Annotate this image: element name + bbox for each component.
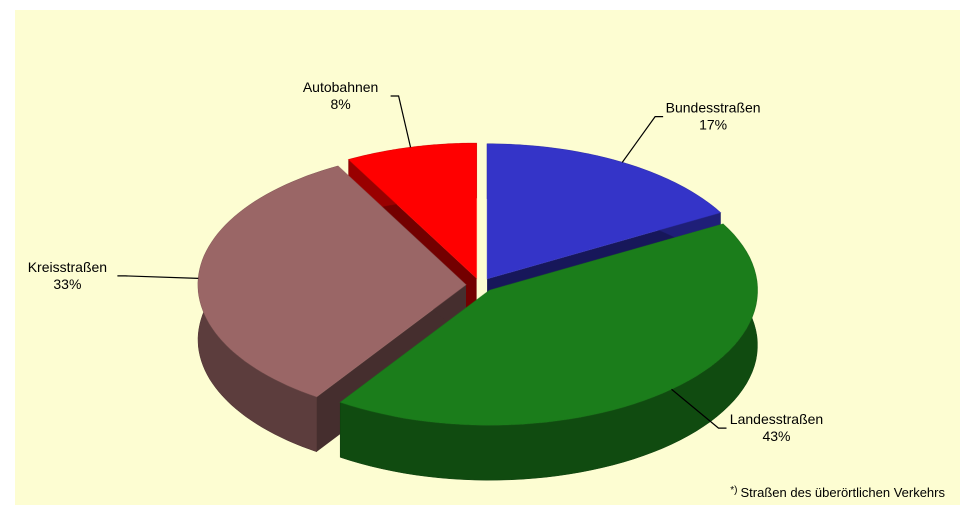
- footnote: *) Straßen des überörtlichen Verkehrs: [730, 485, 945, 500]
- leader-line: [621, 116, 664, 163]
- footnote-marker: *): [730, 485, 737, 496]
- slice-value-label: 43%: [762, 428, 790, 444]
- slice-label: Bundesstraßen: [666, 100, 761, 116]
- slice-value-label: 8%: [330, 96, 350, 112]
- slice-label: Autobahnen: [303, 79, 379, 95]
- slice-value-label: 33%: [53, 276, 81, 292]
- slice-label: Landesstraßen: [730, 411, 823, 427]
- slice-label: Kreisstraßen: [28, 259, 107, 275]
- footnote-text: Straßen des überörtlichen Verkehrs: [741, 485, 946, 500]
- leader-line: [390, 95, 412, 148]
- slice-value-label: 17%: [699, 117, 727, 133]
- leader-line: [671, 388, 727, 429]
- leader-line: [117, 275, 199, 279]
